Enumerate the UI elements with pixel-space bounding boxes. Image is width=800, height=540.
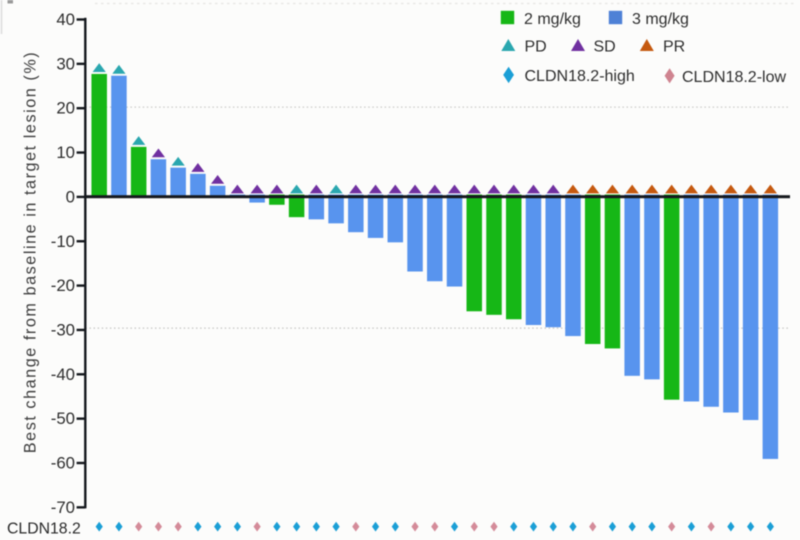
svg-text:30: 30 — [56, 54, 75, 73]
svg-text:Best change from baseline in t: Best change from baseline in target lesi… — [22, 51, 40, 453]
svg-text:-70: -70 — [51, 498, 75, 517]
svg-text:3 mg/kg: 3 mg/kg — [632, 11, 689, 28]
svg-text:SD: SD — [594, 39, 616, 56]
svg-text:-30: -30 — [51, 320, 75, 339]
svg-text:-50: -50 — [51, 409, 75, 428]
svg-text:CLDN18.2-low: CLDN18.2-low — [682, 69, 786, 86]
svg-text:PD: PD — [525, 39, 547, 56]
svg-text:0: 0 — [66, 187, 75, 206]
svg-text:2 mg/kg: 2 mg/kg — [524, 11, 581, 28]
svg-text:10: 10 — [56, 143, 75, 162]
svg-text:-60: -60 — [51, 454, 75, 473]
svg-text:-10: -10 — [51, 232, 75, 251]
svg-text:20: 20 — [56, 99, 75, 118]
svg-text:CLDN18.2: CLDN18.2 — [7, 521, 81, 538]
svg-text:-40: -40 — [51, 365, 75, 384]
svg-text:40: 40 — [56, 10, 75, 29]
svg-text:CLDN18.2-high: CLDN18.2-high — [525, 68, 635, 85]
svg-text:-20: -20 — [51, 276, 75, 295]
svg-text:PR: PR — [663, 39, 685, 56]
